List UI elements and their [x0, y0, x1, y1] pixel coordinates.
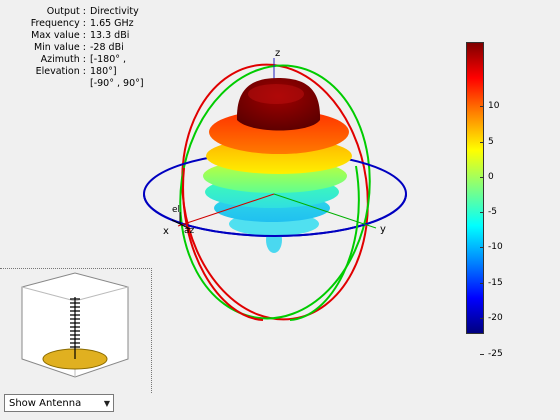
azimuth-circle-front [143, 193, 407, 237]
colorbar-tick: 10 [479, 102, 499, 111]
info-row-elevation: Elevation : 180°] [35, 66, 117, 77]
max-value-label: Max value [31, 30, 80, 41]
elevation-circle-red-front [182, 167, 264, 321]
helix-antenna-icon [70, 297, 80, 359]
colorbar-tick: -10 [480, 243, 503, 252]
x-axis-line [177, 193, 275, 227]
directivity-colorbar [466, 42, 484, 334]
pattern-surface [203, 78, 352, 253]
output-label: Output [46, 6, 80, 17]
colorbar-ticks: 10 5 0 -5 -10 -15 -20 -25 [479, 42, 524, 359]
antenna-preview-graphic [21, 272, 129, 378]
el-label: el [172, 205, 180, 215]
az-label: az [184, 226, 195, 236]
info-row-frequency: Frequency : 1.65 GHz [30, 18, 134, 29]
colorbar-tick: -15 [480, 279, 503, 288]
colorbar-tick: 5 [480, 138, 494, 147]
orientation-triad: el az [171, 205, 195, 236]
elevation-circle-green-front [289, 165, 360, 321]
elevation-range-value: [-90° , 90°] [90, 78, 144, 89]
z-axis-label: z [275, 48, 280, 59]
pattern-info-panel: Output : Directivity Frequency : 1.65 GH… [0, 6, 144, 90]
frequency-value: 1.65 GHz [90, 18, 134, 29]
x-axis-label: x [163, 226, 169, 237]
frequency-label: Frequency [30, 18, 80, 29]
elevation-value: 180°] [90, 66, 117, 77]
show-antenna-select[interactable]: Show Antenna ▼ [4, 394, 114, 412]
colorbar-tick: -5 [480, 208, 497, 217]
info-row-azimuth: Azimuth : [-180° , [40, 54, 127, 65]
max-value: 13.3 dBi [90, 30, 130, 41]
azimuth-value: [-180° , [90, 54, 127, 65]
y-axis-label: y [380, 224, 386, 235]
show-antenna-select-label: Show Antenna [9, 397, 82, 409]
info-row-max: Max value : 13.3 dBi [31, 30, 130, 41]
y-axis-line [273, 193, 377, 229]
min-value-label: Min value [33, 42, 80, 53]
elevation-circle-green [179, 64, 371, 320]
min-value: -28 dBi [90, 42, 124, 53]
colorbar-tick: -25 [480, 350, 503, 359]
info-row-output: Output : Directivity [46, 6, 139, 17]
info-row-min: Min value : -28 dBi [33, 42, 124, 53]
elevation-label: Elevation [35, 66, 80, 77]
chevron-down-icon[interactable]: ▼ [103, 398, 110, 408]
colorbar-tick: 0 [480, 173, 494, 182]
antenna-preview-panel [0, 268, 152, 393]
colorbar-tick: -20 [480, 314, 503, 323]
azimuth-label: Azimuth [40, 54, 80, 65]
output-value: Directivity [90, 6, 139, 17]
lobe-highlight [248, 84, 304, 104]
